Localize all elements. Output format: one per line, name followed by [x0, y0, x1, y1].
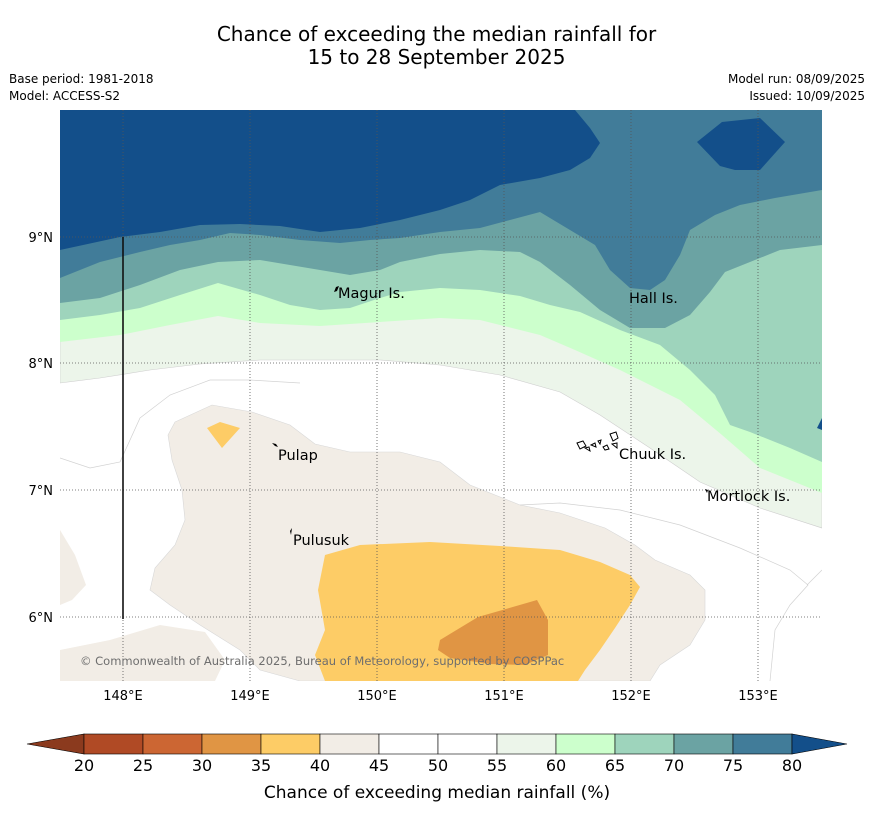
colorbar-over-arrow	[791, 733, 848, 755]
latitude-labels: 9°N 8°N 7°N 6°N	[29, 231, 54, 626]
colorbar-segment	[437, 733, 498, 755]
colorbar-tick-label: 55	[487, 756, 507, 775]
colorbar-segment	[142, 733, 203, 755]
colorbar-segment	[319, 733, 380, 755]
colorbar-segment	[201, 733, 262, 755]
place-label-pulap: Pulap	[278, 448, 318, 464]
colorbar-tick-label: 20	[74, 756, 94, 775]
colorbar-segment	[555, 733, 616, 755]
rainfall-contours	[60, 110, 822, 681]
place-label-hall: Hall Is.	[629, 291, 678, 307]
colorbar-tick-label: 50	[428, 756, 448, 775]
colorbar: 20 25 30 35 40 45 50 55 60 65 70 75 80	[26, 733, 848, 775]
place-label-chuuk: Chuuk Is.	[619, 447, 686, 463]
lon-label: 150°E	[357, 689, 397, 704]
chart-title-line2: 15 to 28 September 2025	[307, 45, 566, 69]
band-35-40	[315, 542, 640, 681]
lon-label: 152°E	[611, 689, 651, 704]
copyright-text: © Commonwealth of Australia 2025, Bureau…	[80, 654, 564, 668]
colorbar-tick-label: 40	[310, 756, 330, 775]
model-name-text: Model: ACCESS-S2	[9, 89, 121, 103]
island-pulap	[272, 443, 278, 447]
islands	[272, 286, 708, 535]
colorbar-tick-label: 60	[546, 756, 566, 775]
island-pulusuk	[290, 528, 292, 535]
band-above-80-patch	[697, 118, 785, 170]
lon-label: 153°E	[738, 689, 778, 704]
island-mortlock	[705, 489, 708, 493]
lon-label: 148°E	[103, 689, 143, 704]
place-label-pulusuk: Pulusuk	[293, 533, 350, 549]
band-40-45-bottom	[60, 625, 225, 681]
island-chuuk-group	[576, 431, 619, 453]
lat-label: 6°N	[29, 611, 54, 626]
band-35-40-patch	[207, 422, 240, 448]
band-30-35	[438, 600, 548, 665]
colorbar-segment	[614, 733, 675, 755]
chart-title-line1: Chance of exceeding the median rainfall …	[216, 22, 657, 46]
lon-label: 149°E	[230, 689, 270, 704]
base-period-text: Base period: 1981-2018	[9, 72, 154, 86]
lat-label: 9°N	[29, 231, 54, 246]
colorbar-tick-label: 45	[369, 756, 389, 775]
colorbar-segment	[496, 733, 557, 755]
lat-label: 7°N	[29, 484, 54, 499]
model-run-text: Model run: 08/09/2025	[727, 72, 865, 86]
colorbar-tick-label: 70	[664, 756, 684, 775]
colorbar-segment	[83, 733, 144, 755]
colorbar-segment	[378, 733, 439, 755]
colorbar-tick-label: 35	[251, 756, 271, 775]
colorbar-tick-label: 75	[723, 756, 743, 775]
place-label-mortlock: Mortlock Is.	[707, 489, 790, 505]
colorbar-segment	[673, 733, 734, 755]
colorbar-tick-label: 65	[605, 756, 625, 775]
island-magur	[334, 286, 339, 292]
band-40-45-left	[60, 530, 86, 605]
place-label-magur: Magur Is.	[338, 286, 405, 302]
colorbar-under-arrow	[26, 733, 85, 755]
colorbar-tick-label: 80	[782, 756, 802, 775]
band-above-80-edge	[817, 418, 822, 430]
colorbar-title: Chance of exceeding median rainfall (%)	[264, 783, 610, 803]
colorbar-tick-label: 30	[192, 756, 212, 775]
colorbar-segment	[260, 733, 321, 755]
colorbar-tick-label: 25	[133, 756, 153, 775]
issued-date-text: Issued: 10/09/2025	[749, 89, 865, 103]
colorbar-segment	[732, 733, 793, 755]
band-above-80	[60, 110, 600, 250]
longitude-labels: 148°E 149°E 150°E 151°E 152°E 153°E	[103, 689, 778, 704]
lat-label: 8°N	[29, 357, 54, 372]
lon-label: 151°E	[484, 689, 524, 704]
